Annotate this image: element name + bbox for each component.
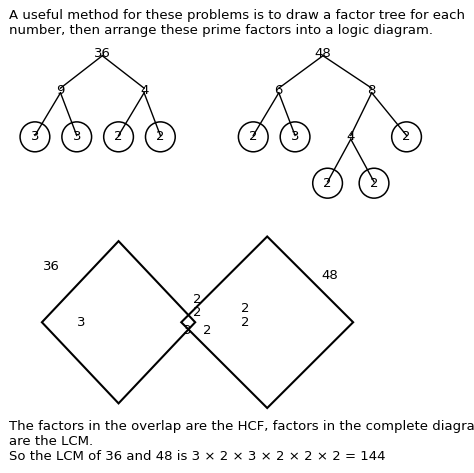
Text: 48: 48 [315, 47, 331, 60]
Text: 2: 2 [402, 131, 411, 143]
Text: 2: 2 [323, 177, 332, 190]
Text: 4: 4 [140, 84, 148, 97]
Text: 2: 2 [193, 293, 202, 306]
Text: 36: 36 [43, 260, 60, 273]
Text: 3: 3 [73, 131, 81, 143]
Text: 2: 2 [249, 131, 257, 143]
Text: 8: 8 [367, 84, 376, 97]
Text: 2: 2 [114, 131, 123, 143]
Text: 2: 2 [241, 316, 250, 329]
Text: 4: 4 [346, 131, 355, 143]
Text: The factors in the overlap are the HCF, factors in the complete diagram
are the : The factors in the overlap are the HCF, … [9, 420, 474, 463]
Text: 2: 2 [241, 302, 250, 315]
Text: 2: 2 [202, 324, 211, 337]
Text: 6: 6 [274, 84, 283, 97]
Text: 3: 3 [77, 316, 86, 329]
Text: 48: 48 [321, 270, 338, 282]
Text: 2: 2 [156, 131, 164, 143]
Text: A useful method for these problems is to draw a factor tree for each
number, the: A useful method for these problems is to… [9, 9, 465, 37]
Text: 2: 2 [370, 177, 378, 190]
Text: 3: 3 [291, 131, 299, 143]
Text: 36: 36 [94, 47, 111, 60]
Text: 2: 2 [193, 307, 202, 319]
Text: 3: 3 [183, 324, 191, 337]
Text: 3: 3 [31, 131, 39, 143]
Text: 9: 9 [56, 84, 64, 97]
